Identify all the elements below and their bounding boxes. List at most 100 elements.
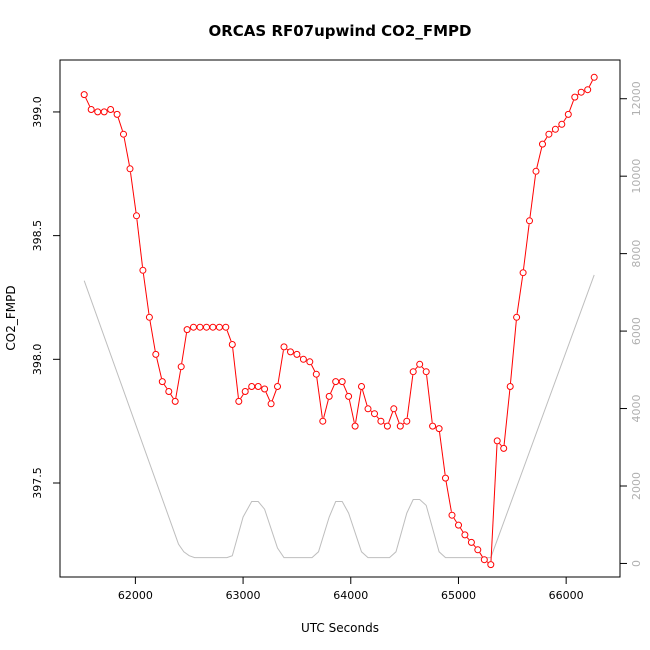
co2-segment [394, 411, 400, 423]
y-axis-right: 0 2000 4000 6000 8000 10000 12000 [620, 81, 643, 567]
y2-tick-label: 6000 [630, 317, 643, 345]
co2-segment [271, 389, 277, 401]
y-tick-label: 397.5 [31, 467, 44, 499]
co2-point [274, 383, 281, 390]
co2-segment [226, 330, 232, 342]
y-tick-label: 399.0 [31, 96, 44, 128]
co2-point [145, 313, 153, 321]
y-tick-label: 398.0 [31, 344, 44, 376]
y-axis-left: 397.5 398.0 398.5 399.0 [31, 96, 60, 499]
co2-segment [316, 377, 323, 418]
x-axis: 62000 63000 64000 65000 66000 [118, 577, 584, 602]
co2-point [364, 405, 372, 413]
y2-tick-label: 4000 [630, 395, 643, 423]
co2-segment [473, 544, 476, 548]
co2-point [467, 538, 475, 546]
co2-segment [445, 481, 452, 512]
co2-segment [503, 389, 511, 445]
co2-point [571, 93, 579, 101]
chart-title: ORCAS RF07upwind CO2_FMPD [209, 22, 472, 40]
co2-point [526, 217, 533, 225]
co2-segment [130, 172, 137, 213]
plot-frame [59, 59, 621, 578]
co2-segment [181, 333, 187, 364]
co2-segment [453, 517, 457, 523]
y2-tick-label: 12000 [630, 81, 643, 116]
co2-point [416, 360, 424, 368]
y-axis-label: CO2_FMPD [4, 285, 18, 350]
co2-point [267, 400, 275, 408]
co2-point [390, 405, 398, 413]
co2-point [248, 383, 256, 390]
co2-segment [163, 384, 168, 389]
co2-segment [486, 561, 489, 563]
co2-point [177, 363, 185, 371]
co2-point [493, 437, 501, 445]
co2-point [396, 422, 404, 430]
co2-segment [439, 431, 446, 475]
co2-point [338, 378, 346, 386]
co2-point [261, 385, 269, 393]
co2-point [332, 378, 340, 386]
co2-point [383, 422, 391, 430]
x-tick-label: 64000 [333, 589, 368, 602]
co2-point [183, 326, 191, 334]
co2-point [377, 417, 385, 425]
co2-point [345, 392, 353, 400]
co2-point [480, 556, 488, 564]
co2-segment [479, 552, 483, 558]
co2-point [325, 392, 333, 400]
co2-point [171, 397, 179, 405]
co2-segment [551, 131, 553, 133]
y2-tick-label: 10000 [630, 159, 643, 194]
co2-series [80, 73, 598, 569]
co2-segment [362, 389, 368, 406]
co2-segment [536, 147, 543, 169]
co2-point [87, 106, 95, 113]
co2-point [577, 88, 585, 96]
co2-point [545, 130, 553, 138]
co2-segment [510, 320, 517, 384]
co2-point [152, 350, 160, 358]
co2-point [306, 358, 314, 366]
co2-point [100, 108, 108, 116]
co2-point [293, 350, 301, 358]
co2-segment [113, 111, 115, 113]
y2-tick-label: 8000 [630, 240, 643, 268]
co2-point [139, 266, 147, 274]
co2-point [165, 388, 173, 395]
co2-point [299, 355, 307, 363]
co2-point [203, 323, 210, 331]
co2-point [126, 165, 134, 173]
x-tick-label: 63000 [226, 589, 261, 602]
co2-point [190, 323, 197, 331]
co2-segment [557, 126, 560, 128]
y2-tick-label: 0 [630, 560, 643, 567]
co2-point [209, 323, 217, 331]
co2-point [513, 313, 521, 321]
co2-segment [383, 422, 385, 425]
x-axis-label: UTC Seconds [301, 621, 379, 635]
co2-point [113, 110, 121, 118]
co2-segment [529, 174, 536, 218]
co2-segment [543, 136, 548, 142]
co2-point [228, 341, 236, 348]
co2-point [215, 323, 223, 331]
co2-point [319, 417, 327, 425]
x-tick-label: 66000 [549, 589, 584, 602]
co2-segment [563, 117, 567, 122]
co2-point [196, 323, 204, 331]
co2-segment [311, 364, 316, 372]
co2-point [241, 388, 249, 395]
co2-point [133, 212, 140, 220]
co2-point [429, 422, 437, 430]
co2-segment [149, 320, 156, 351]
co2-point [254, 383, 262, 390]
co2-segment [523, 224, 530, 270]
co2-segment [247, 388, 250, 390]
co2-point [558, 120, 566, 128]
co2-point [461, 531, 469, 539]
co2-point [107, 106, 115, 113]
co2-segment [123, 137, 130, 166]
altitude-line [83, 274, 595, 559]
